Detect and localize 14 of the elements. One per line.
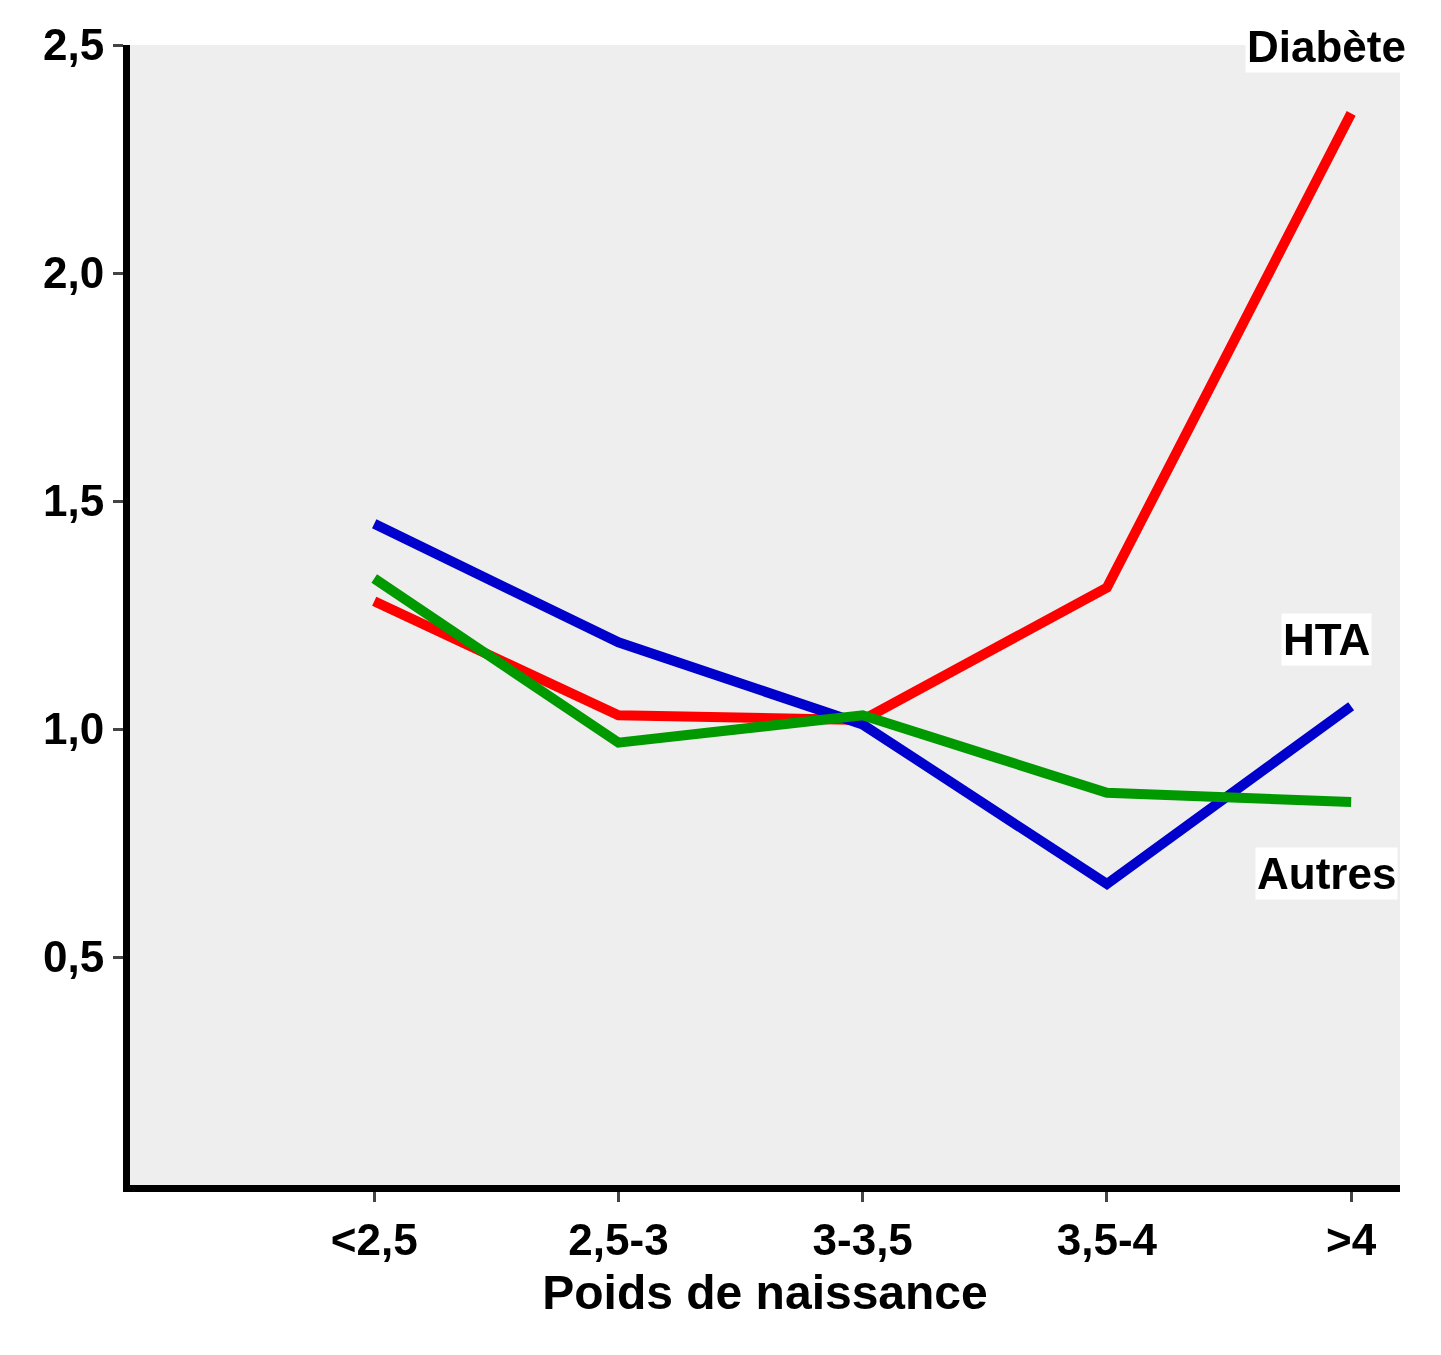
y-tick-label: 1,0 [43, 704, 105, 754]
x-tick-label: >4 [1326, 1214, 1377, 1264]
series-label: HTA [1283, 615, 1371, 664]
x-tick-label: 3-3,5 [812, 1214, 913, 1264]
y-tick-label: 2,5 [43, 20, 105, 70]
x-axis-title: Poids de naissance [542, 1265, 988, 1319]
y-tick-label: 1,5 [43, 476, 105, 526]
y-tick-label: 0,5 [43, 932, 105, 982]
x-tick-label: <2,5 [330, 1214, 418, 1264]
y-tick-label: 2,0 [43, 248, 105, 298]
series-label: Diabète [1247, 22, 1406, 71]
x-tick-label: 2,5-3 [568, 1214, 669, 1264]
series-label: Autres [1257, 849, 1397, 898]
x-tick-label: 3,5-4 [1056, 1214, 1158, 1264]
